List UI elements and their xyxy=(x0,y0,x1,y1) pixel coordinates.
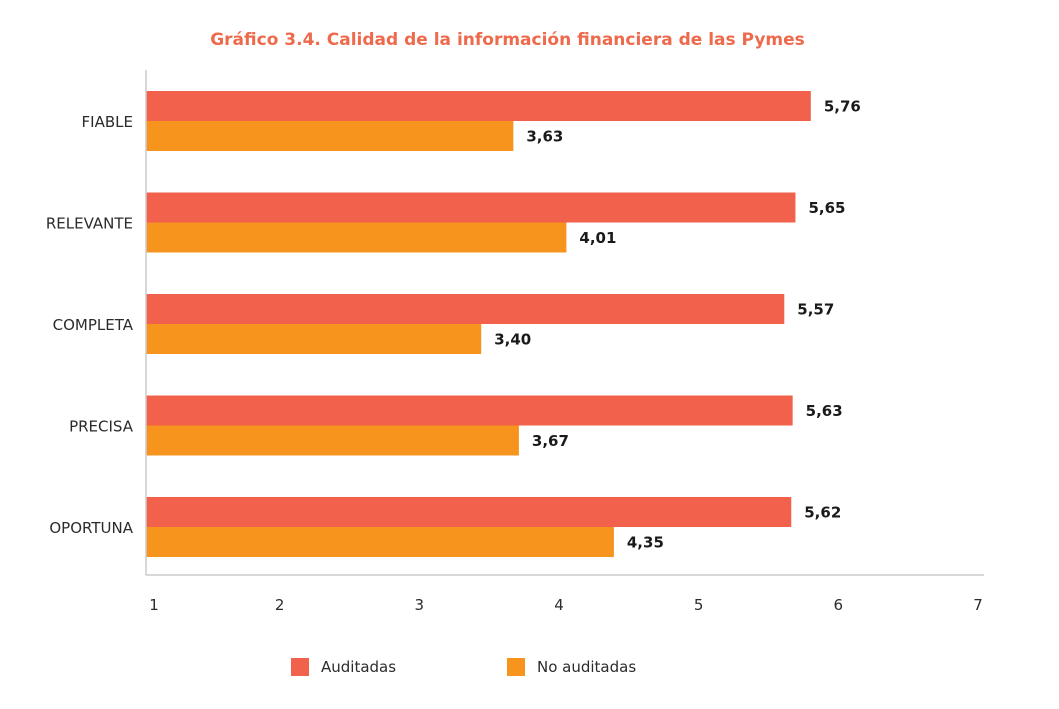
x-tick-label: 1 xyxy=(149,596,159,614)
bar-no-auditadas xyxy=(146,324,482,354)
value-label: 5,76 xyxy=(824,98,861,116)
value-label: 4,35 xyxy=(627,534,664,552)
category-label: FIABLE xyxy=(82,113,133,131)
value-label: 5,65 xyxy=(808,199,845,217)
legend: Auditadas No auditadas xyxy=(0,658,1059,682)
chart-title: Gráfico 3.4. Calidad de la información f… xyxy=(210,30,805,50)
labels-layer: FIABLE 5,76 3,63 RELEVANTE 5,65 4,01 COMPLETA 5… xyxy=(46,98,861,552)
bar-no-auditadas xyxy=(146,527,614,557)
bars-layer xyxy=(146,91,811,557)
value-label: 5,57 xyxy=(797,301,834,319)
value-label: 5,63 xyxy=(806,402,843,420)
bar-auditadas xyxy=(146,192,796,223)
value-label: 3,40 xyxy=(494,331,531,349)
bar-auditadas xyxy=(146,395,793,426)
legend-item-no-auditadas: No auditadas xyxy=(507,658,636,676)
category-label: RELEVANTE xyxy=(46,215,133,233)
x-tick-label: 3 xyxy=(415,596,425,614)
legend-swatch-no-auditadas xyxy=(507,658,525,676)
x-tick-label: 4 xyxy=(554,596,564,614)
category-label: PRECISA xyxy=(69,418,134,436)
legend-label-auditadas: Auditadas xyxy=(321,658,397,676)
bar-no-auditadas xyxy=(146,121,514,151)
axis-layer: 1 2 3 4 5 6 7 xyxy=(145,70,984,614)
category-label: COMPLETA xyxy=(53,316,134,334)
value-label: 4,01 xyxy=(579,229,616,247)
x-tick-label: 7 xyxy=(973,596,983,614)
category-label: OPORTUNA xyxy=(49,519,133,537)
x-tick-label: 6 xyxy=(834,596,844,614)
value-label: 3,67 xyxy=(532,432,569,450)
x-tick-label: 5 xyxy=(694,596,704,614)
bar-auditadas xyxy=(146,497,792,527)
legend-item-auditadas: Auditadas xyxy=(291,658,396,676)
bar-no-auditadas xyxy=(146,425,519,456)
value-label: 5,62 xyxy=(804,504,841,522)
bar-auditadas xyxy=(146,91,811,121)
bar-auditadas xyxy=(146,294,785,324)
legend-swatch-auditadas xyxy=(291,658,309,676)
x-tick-label: 2 xyxy=(275,596,285,614)
legend-label-no-auditadas: No auditadas xyxy=(537,658,637,676)
value-label: 3,63 xyxy=(526,128,563,146)
bar-no-auditadas xyxy=(146,222,567,253)
